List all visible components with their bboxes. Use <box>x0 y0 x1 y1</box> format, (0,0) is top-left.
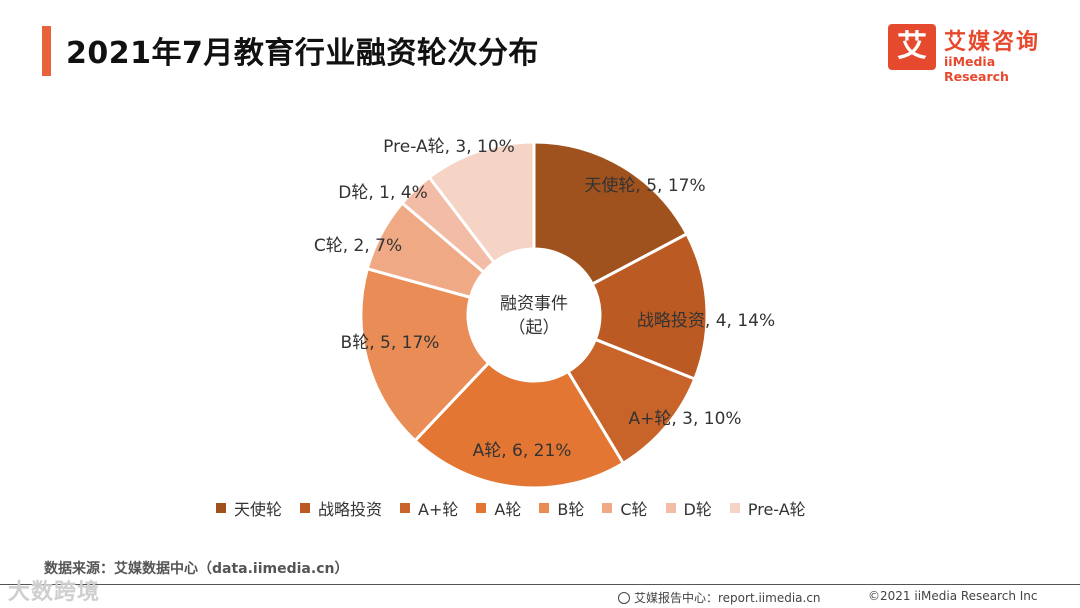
data-label-4: A轮, 6, 21% <box>473 441 572 461</box>
logo: 艾 艾媒咨询 iiMedia Research <box>888 24 1064 84</box>
legend-label: C轮 <box>620 500 648 519</box>
footer-report-text: 艾媒报告中心：report.iimedia.cn <box>634 591 821 605</box>
center-label-2: （起） <box>509 318 560 338</box>
watermark: 大数跨境 <box>8 580 101 605</box>
data-label-5: B轮, 5, 17% <box>341 333 440 353</box>
data-label-1: 天使轮, 5, 17% <box>584 175 705 196</box>
legend-swatch <box>300 503 311 513</box>
slice-2 <box>590 231 709 381</box>
globe-icon <box>618 591 630 604</box>
logo-mark: 艾 <box>888 24 936 70</box>
legend-swatch <box>602 503 613 513</box>
legend-label: A轮 <box>494 500 522 519</box>
legend-swatch <box>476 503 487 513</box>
logo-name-en: iiMedia Research <box>944 54 1009 84</box>
slice-8 <box>427 140 536 265</box>
data-label-7: D轮, 1, 4% <box>338 183 428 203</box>
legend-item: D轮 <box>665 496 712 520</box>
data-label-2: 战略投资, 4, 14% <box>637 311 775 331</box>
legend-label: 战略投资 <box>318 500 383 519</box>
legend-label: Pre-A轮 <box>747 500 806 519</box>
legend-label: 天使轮 <box>234 500 283 519</box>
legend-item: Pre-A轮 <box>729 496 806 520</box>
data-source: 数据来源：艾媒数据中心（data.iimedia.cn） <box>44 561 349 577</box>
legend-item: C轮 <box>602 496 648 520</box>
legend-item: 战略投资 <box>300 496 382 520</box>
data-label-3: A+轮, 3, 10% <box>628 409 741 429</box>
page-title: 2021年7月教育行业融资轮次分布 <box>66 36 539 71</box>
data-label-6: C轮, 2, 7% <box>314 236 402 256</box>
slice-4 <box>412 360 626 490</box>
footer-copyright: ©2021 iiMedia Research Inc <box>868 589 1038 603</box>
slice-5 <box>359 266 491 443</box>
legend-label: A+轮 <box>418 500 459 519</box>
legend-swatch <box>665 503 676 513</box>
legend-item: A+轮 <box>400 496 458 520</box>
data-label-8: Pre-A轮, 3, 10% <box>383 137 515 157</box>
legend-label: D轮 <box>683 500 712 519</box>
title-accent-bar <box>42 26 51 76</box>
footer-divider <box>0 584 1080 585</box>
legend-swatch <box>216 503 226 513</box>
legend-item: A轮 <box>476 496 521 520</box>
logo-name-cn: 艾媒咨询 <box>944 30 1041 55</box>
footer-report: 艾媒报告中心：report.iimedia.cn <box>618 589 821 606</box>
legend-label: B轮 <box>557 500 585 519</box>
center-label-1: 融资事件 <box>500 294 568 314</box>
legend-swatch <box>400 503 411 513</box>
slice-1 <box>532 140 689 287</box>
legend-item: B轮 <box>539 496 584 520</box>
chart-legend: 天使轮 战略投资 A+轮 A轮 B轮 C轮 D轮 Pre-A轮 <box>216 497 824 519</box>
legend-swatch <box>729 503 740 513</box>
legend-item: 天使轮 <box>216 496 282 520</box>
legend-swatch <box>539 503 550 513</box>
